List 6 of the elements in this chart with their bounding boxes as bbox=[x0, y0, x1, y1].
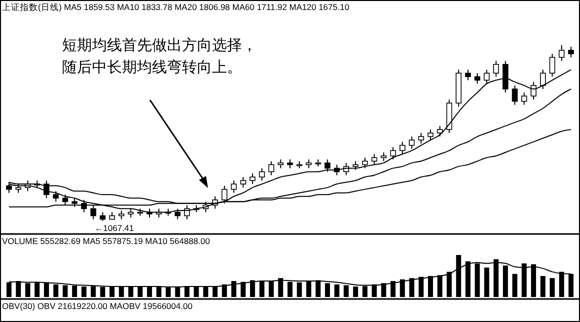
chart-title: 上证指数(日线) MA5 1859.53 MA10 1833.78 MA20 1806.98 MA60 1711.92 MA120 1675.10 bbox=[2, 2, 350, 12]
chart-title: VOLUME 555282.69 MA5 557875.19 MA10 564888.00 bbox=[2, 236, 210, 246]
text: OBV(30) OBV 21619220.00 MAOBV 19566004.00 bbox=[2, 301, 193, 311]
annotation: ←1067.41 bbox=[94, 223, 134, 233]
annotation: 短期均线首先做出方向选择， bbox=[62, 36, 257, 54]
annotation: 随后中长期均线弯转向上。 bbox=[62, 58, 242, 76]
